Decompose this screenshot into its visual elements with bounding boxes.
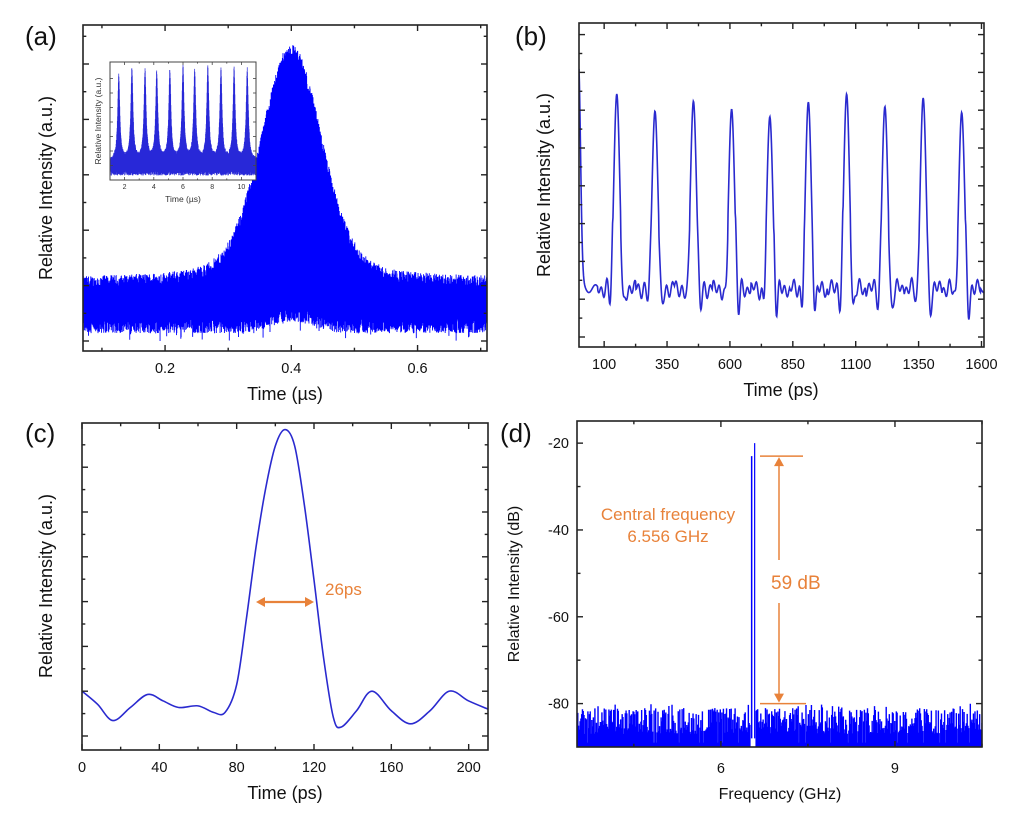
panel-c-xtick-label: 40 (151, 760, 167, 776)
panel-c-frame (81, 422, 489, 751)
panel-c-xtick-label: 160 (379, 760, 403, 776)
panel-b-frame (578, 22, 985, 348)
panel-b-xtick-label: 350 (655, 357, 679, 373)
panel-d-ytick-label: -80 (548, 697, 569, 713)
inset-plot-area (110, 64, 256, 176)
panel-c-xtick-label: 200 (457, 760, 481, 776)
central-frequency-value: 6.556 GHz (627, 527, 708, 546)
panel-d-ytick-label: -60 (548, 610, 569, 626)
panel-a-ticks: 0.2 0.4 0.6 (83, 25, 487, 377)
panel-d-ytick-label: -20 (548, 436, 569, 452)
panel-b-plot-area (579, 68, 984, 320)
panel-c-xtick-label: 80 (229, 760, 245, 776)
panel-b-xlabel: Time (ps) (743, 380, 818, 400)
panel-b-xtick-label: 1600 (965, 357, 997, 373)
snr-arrow-down-head (774, 693, 784, 703)
panel-b-xtick-label: 100 (592, 357, 616, 373)
inset-signal (110, 64, 256, 176)
panel-d-xlabel: Frequency (GHz) (719, 786, 842, 803)
inset-ylabel: Relative Intensity (a.u.) (93, 77, 103, 164)
panel-d-noise-floor (577, 703, 982, 747)
panel-a-xlabel: Time (µs) (247, 384, 323, 404)
panel-b-xtick-label: 1100 (840, 357, 871, 373)
panel-d-annotations: Central frequency 6.556 GHz 59 dB (601, 455, 821, 705)
panel-c-signal (82, 428, 488, 729)
panel-d-plot-area (577, 443, 982, 747)
panel-label-d: (d) (500, 418, 532, 448)
panel-d: (d) 6 9 -20 -40 -60 -80 Central frequency 6.55… (500, 418, 983, 803)
inset-xtick-label: 4 (152, 184, 156, 191)
panel-c-annotations: 26ps (256, 580, 362, 607)
panel-c-xtick-label: 0 (78, 760, 86, 776)
panel-c-ticks: 0 40 80 120 160 200 (78, 423, 488, 776)
snr-arrow-up-head (774, 457, 784, 467)
inset-xtick-label: 8 (210, 184, 214, 191)
panel-b-xtick-label: 850 (781, 357, 805, 373)
inset-ticks: 2 4 6 8 10 (109, 62, 257, 191)
panel-b-ylabel: Relative Intensity (a.u.) (534, 93, 554, 277)
panel-a-ylabel: Relative Intensity (a.u.) (36, 96, 56, 280)
panel-label-c: (c) (25, 418, 55, 448)
panel-label-a: (a) (25, 21, 57, 51)
panel-a-xtick-label: 0.2 (155, 361, 175, 377)
panel-b: (b) 100 350 600 850 1100 1350 1600 Time (ps) R… (515, 21, 998, 400)
panel-a: (a) 0.2 0.4 0.6 Time (µs) Relative Intensi… (25, 21, 488, 404)
panel-d-xtick-label: 6 (717, 761, 725, 777)
panel-a-inset: 2 4 6 8 10 Time (µs) Relative Intensity (a.u… (93, 61, 257, 204)
fwhm-arrow-left-head (256, 597, 265, 607)
panel-c: (c) 0 40 80 120 160 200 26ps Time (ps) Relati… (25, 418, 489, 803)
panel-c-plot-area (82, 428, 488, 729)
panel-d-frame (576, 420, 983, 748)
panel-label-b: (b) (515, 21, 547, 51)
panel-c-xtick-label: 120 (302, 760, 326, 776)
panel-a-xtick-label: 0.4 (281, 361, 301, 377)
fwhm-arrow-right-head (305, 597, 314, 607)
panel-b-xtick-label: 1350 (902, 357, 934, 373)
snr-label: 59 dB (771, 573, 821, 594)
inset-xtick-label: 10 (238, 184, 246, 191)
inset-xtick-label: 2 (123, 184, 127, 191)
panel-d-ticks: 6 9 -20 -40 -60 -80 (548, 421, 983, 777)
panel-a-plot-area (83, 45, 487, 342)
inset-xlabel: Time (µs) (165, 194, 201, 204)
panel-c-ylabel: Relative Intensity (a.u.) (36, 494, 56, 678)
panel-b-ticks: 100 350 600 850 1100 1350 1600 (579, 23, 998, 373)
panel-a-xtick-label: 0.6 (407, 361, 427, 377)
inset-xtick-label: 6 (181, 184, 185, 191)
panel-c-xlabel: Time (ps) (247, 783, 322, 803)
panel-a-signal (83, 45, 487, 342)
panel-d-ytick-label: -40 (548, 523, 569, 539)
central-frequency-label: Central frequency (601, 505, 736, 524)
fwhm-label: 26ps (325, 580, 362, 599)
panel-d-xtick-label: 9 (891, 761, 899, 777)
panel-a-frame (82, 24, 488, 352)
panel-b-signal (579, 68, 984, 320)
panel-d-ylabel: Relative Intensity (dB) (506, 506, 523, 663)
panel-b-xtick-label: 600 (718, 357, 742, 373)
